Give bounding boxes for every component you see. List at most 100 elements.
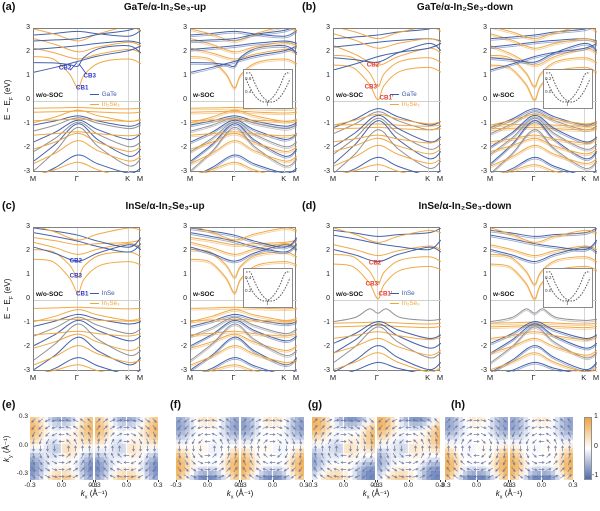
band-curve: [209, 366, 255, 372]
band-curve: [191, 332, 297, 339]
legend-label: In₂Se₃: [401, 300, 420, 308]
spin-arrow: [560, 474, 565, 479]
spin-arrow: [427, 425, 432, 430]
annotation-arrow: [78, 63, 87, 75]
band-curve: [191, 47, 297, 60]
spin-arrow: [45, 438, 50, 445]
spin-arrow: [104, 438, 108, 445]
band-curve: [491, 339, 597, 358]
band-curve: [334, 228, 441, 243]
spin-arrow: [335, 445, 338, 452]
spin-arrow: [262, 432, 269, 437]
band-curve: [34, 115, 141, 127]
band-curve: [34, 45, 141, 73]
spin-arrow: [250, 445, 253, 452]
spin-arrow: [473, 440, 480, 443]
spin-arrow: [276, 432, 283, 437]
annotation-cb2: CB2: [58, 64, 72, 72]
x-tick-mark: [573, 480, 574, 482]
x-tick-mark: [445, 480, 446, 482]
band-curve: [491, 323, 597, 354]
legend-row: In₂Se₃: [89, 101, 120, 108]
spin-arrow: [398, 419, 405, 422]
spin-arrow: [298, 459, 303, 466]
spin-arrow: [38, 418, 43, 423]
y-tick-label: 1: [483, 72, 487, 79]
spin-arrow: [473, 433, 480, 436]
subplot-d-wo-soc: [333, 227, 441, 372]
spin-arrow: [276, 460, 283, 465]
spin-arrow: [177, 431, 182, 438]
spin-arrow: [320, 431, 325, 438]
band-curve: [34, 47, 141, 60]
spin-arrow: [123, 440, 130, 443]
spin-arrow: [405, 440, 412, 443]
spin-arrow: [220, 445, 223, 452]
spin-arrow: [453, 418, 458, 423]
x-tick-label: M: [136, 174, 144, 183]
spin-arrow: [184, 438, 188, 445]
spin-arrow: [363, 438, 367, 445]
spin-arrow: [242, 425, 247, 430]
spin-arrow: [531, 419, 538, 422]
spin-arrow: [385, 438, 389, 445]
inset-rashba-band: [545, 271, 590, 302]
spin-x-tick-label: 0.3: [503, 482, 513, 489]
band-curve: [491, 236, 597, 252]
annotation-cb1: CB1: [76, 84, 89, 92]
spin-arrow: [87, 431, 92, 438]
spin-arrow: [495, 452, 499, 459]
y-tick-label: -2: [480, 144, 487, 151]
spin-arrow: [340, 419, 347, 422]
spin-arrow: [320, 459, 325, 466]
spin-arrow: [567, 474, 572, 479]
spin-arrow: [104, 445, 107, 452]
band-curve: [191, 29, 291, 42]
spin-arrow: [419, 425, 426, 430]
spin-arrow: [412, 467, 419, 471]
spin-texture-svg: [241, 417, 304, 480]
spin-arrow: [568, 452, 571, 459]
legend-row: In₂Se₃: [89, 300, 120, 307]
spin-arrow: [347, 460, 354, 465]
spin-arrow: [65, 425, 72, 429]
spin-arrow: [153, 445, 156, 452]
spin-arrow: [72, 467, 79, 472]
spin-arrow: [284, 452, 289, 459]
spin-arrow: [369, 459, 374, 466]
spin-x-tick-label: 0.3: [435, 482, 445, 489]
panel-title-b: GaTe/α-In₂Se₃-down: [416, 2, 514, 13]
spin-arrow: [38, 474, 43, 479]
spin-arrow: [473, 461, 480, 464]
x-tick-label: Γ: [531, 174, 536, 183]
y-tick-label: -2: [180, 144, 187, 151]
spin-arrow: [378, 431, 383, 438]
band-curve: [40, 228, 141, 241]
spin-arrow: [328, 445, 331, 452]
y-axis-title-base: E − E: [3, 100, 13, 121]
spin-arrow: [502, 418, 507, 423]
soc-label: w-SOC: [193, 91, 215, 99]
spin-arrow: [81, 445, 84, 452]
inset-y-tick: 0.4: [245, 89, 252, 94]
band-curve: [348, 361, 441, 372]
spin-arrow: [480, 475, 487, 478]
spin-arrow: [524, 474, 531, 479]
legend-line: [89, 303, 99, 305]
band-panel-c: (c) InSe/α-In₂Se₃-up E − EF (eV) 3 2 1 0 -1 -2 -3…: [0, 199, 300, 395]
band-curve: [34, 244, 141, 262]
y-tick-label: 2: [26, 48, 30, 55]
spin-arrow: [320, 425, 325, 430]
spin-arrow: [53, 445, 56, 452]
spin-arrow: [31, 474, 36, 479]
spin-texture-svg: [30, 417, 93, 480]
spin-arrow: [313, 459, 318, 466]
spin-y-tick-label: -0.3: [16, 470, 28, 477]
spin-x-axis-label: kx (Å⁻¹): [363, 489, 390, 501]
spin-arrow: [67, 445, 70, 452]
inset-rashba-band: [245, 271, 291, 302]
spin-arrow: [103, 467, 108, 472]
soc-label: w-SOC: [193, 290, 215, 298]
spin-arrow: [204, 475, 211, 478]
